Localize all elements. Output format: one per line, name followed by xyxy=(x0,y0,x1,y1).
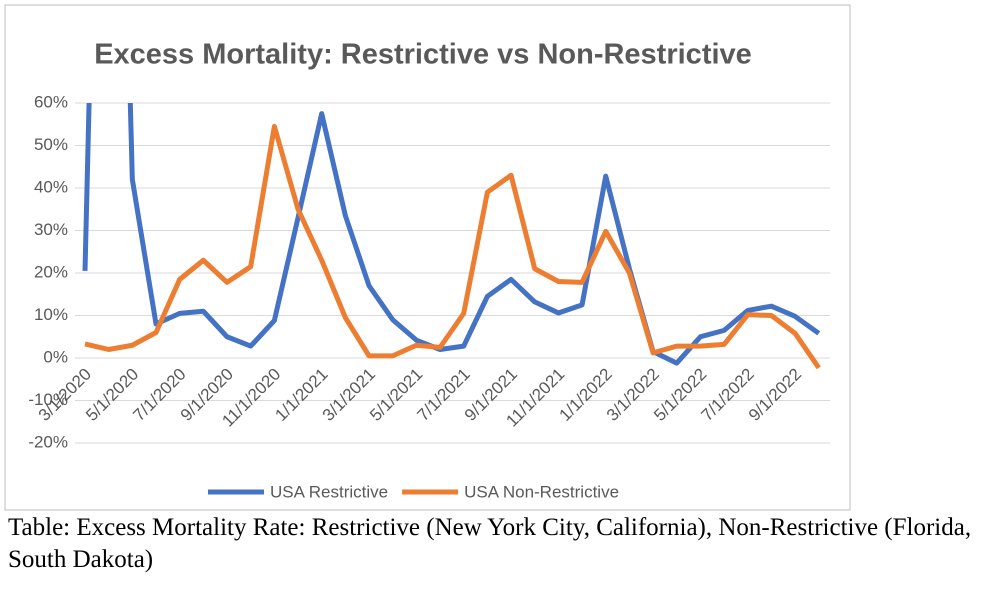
y-tick-label: 30% xyxy=(34,220,68,239)
y-tick-label: 10% xyxy=(34,305,68,324)
caption: Table: Excess Mortality Rate: Restrictiv… xyxy=(8,514,972,573)
y-tick-label: 60% xyxy=(34,92,68,111)
series-line xyxy=(84,123,821,370)
chart-title: Excess Mortality: Restrictive vs Non-Res… xyxy=(94,39,752,71)
legend-label: USA Restrictive xyxy=(270,482,388,501)
y-tick-label: 20% xyxy=(34,262,68,281)
y-tick-label: -10% xyxy=(28,390,68,409)
y-tick-label: -20% xyxy=(28,432,68,451)
y-tick-label: 0% xyxy=(43,347,68,366)
y-tick-label: 40% xyxy=(34,177,68,196)
series-line xyxy=(82,103,821,366)
y-tick-label: 50% xyxy=(34,135,68,154)
chart: Excess Mortality: Restrictive vs Non-Res… xyxy=(4,4,851,511)
chart-border xyxy=(4,4,851,511)
legend-label: USA Non-Restrictive xyxy=(464,482,619,501)
